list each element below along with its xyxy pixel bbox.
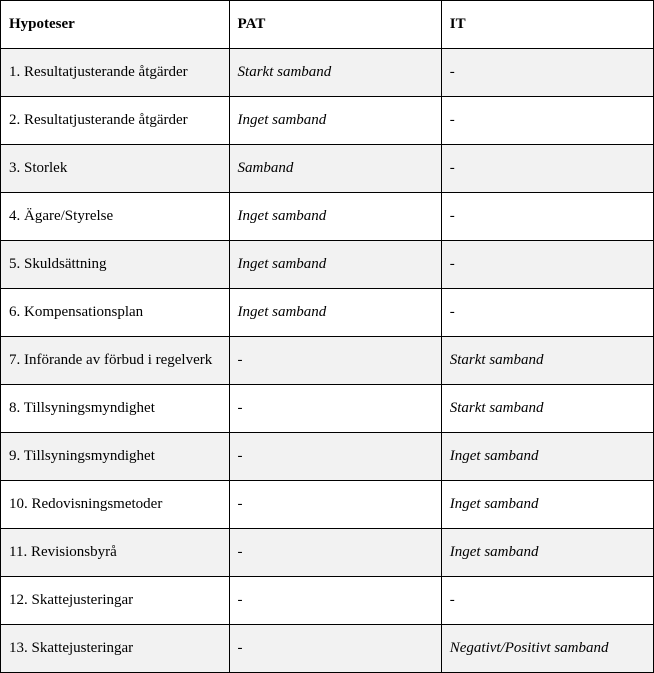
cell-hypothesis: 9. Tillsyningsmyndighet [1, 433, 230, 481]
cell-hypothesis: 2. Resultatjusterande åtgärder [1, 97, 230, 145]
cell-hypothesis: 10. Redovisningsmetoder [1, 481, 230, 529]
cell-pat: Inget samband [229, 97, 441, 145]
cell-it: - [441, 577, 653, 625]
cell-pat: - [229, 529, 441, 577]
table-row: 4. Ägare/StyrelseInget samband- [1, 193, 654, 241]
cell-pat: - [229, 625, 441, 673]
hypotheses-table-wrapper: Hypoteser PAT IT 1. Resultatjusterande å… [0, 0, 654, 673]
cell-pat: Starkt samband [229, 49, 441, 97]
table-row: 9. Tillsyningsmyndighet-Inget samband [1, 433, 654, 481]
cell-it: - [441, 97, 653, 145]
col-header-pat: PAT [229, 1, 441, 49]
table-row: 10. Redovisningsmetoder-Inget samband [1, 481, 654, 529]
cell-pat: - [229, 337, 441, 385]
cell-hypothesis: 5. Skuldsättning [1, 241, 230, 289]
table-row: 3. StorlekSamband- [1, 145, 654, 193]
cell-pat: Samband [229, 145, 441, 193]
table-row: 2. Resultatjusterande åtgärderInget samb… [1, 97, 654, 145]
cell-hypothesis: 1. Resultatjusterande åtgärder [1, 49, 230, 97]
cell-it: - [441, 49, 653, 97]
table-row: 1. Resultatjusterande åtgärderStarkt sam… [1, 49, 654, 97]
cell-pat: Inget samband [229, 289, 441, 337]
table-row: 5. SkuldsättningInget samband- [1, 241, 654, 289]
cell-hypothesis: 6. Kompensationsplan [1, 289, 230, 337]
cell-pat: - [229, 577, 441, 625]
cell-it: Inget samband [441, 529, 653, 577]
table-row: 7. Införande av förbud i regelverk-Stark… [1, 337, 654, 385]
cell-hypothesis: 12. Skattejusteringar [1, 577, 230, 625]
cell-it: - [441, 193, 653, 241]
cell-pat: - [229, 433, 441, 481]
cell-it: - [441, 241, 653, 289]
cell-pat: - [229, 385, 441, 433]
cell-hypothesis: 11. Revisionsbyrå [1, 529, 230, 577]
cell-pat: Inget samband [229, 241, 441, 289]
cell-it: Inget samband [441, 433, 653, 481]
cell-it: Inget samband [441, 481, 653, 529]
hypotheses-table: Hypoteser PAT IT 1. Resultatjusterande å… [0, 0, 654, 673]
table-row: 6. KompensationsplanInget samband- [1, 289, 654, 337]
table-header-row: Hypoteser PAT IT [1, 1, 654, 49]
col-header-hypoteser: Hypoteser [1, 1, 230, 49]
cell-hypothesis: 4. Ägare/Styrelse [1, 193, 230, 241]
table-row: 12. Skattejusteringar-- [1, 577, 654, 625]
cell-it: - [441, 145, 653, 193]
cell-it: Negativt/Positivt samband [441, 625, 653, 673]
col-header-it: IT [441, 1, 653, 49]
cell-it: - [441, 289, 653, 337]
cell-it: Starkt samband [441, 337, 653, 385]
table-row: 11. Revisionsbyrå-Inget samband [1, 529, 654, 577]
cell-hypothesis: 8. Tillsyningsmyndighet [1, 385, 230, 433]
cell-pat: - [229, 481, 441, 529]
cell-it: Starkt samband [441, 385, 653, 433]
cell-hypothesis: 7. Införande av förbud i regelverk [1, 337, 230, 385]
cell-hypothesis: 3. Storlek [1, 145, 230, 193]
cell-pat: Inget samband [229, 193, 441, 241]
table-row: 8. Tillsyningsmyndighet-Starkt samband [1, 385, 654, 433]
table-row: 13. Skattejusteringar-Negativt/Positivt … [1, 625, 654, 673]
cell-hypothesis: 13. Skattejusteringar [1, 625, 230, 673]
